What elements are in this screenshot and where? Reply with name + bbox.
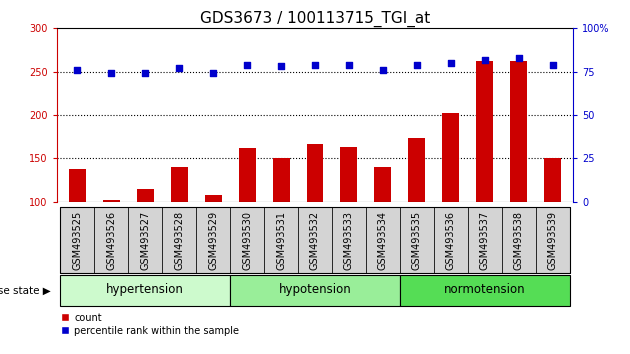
Bar bbox=[408, 138, 425, 202]
Bar bbox=[434, 207, 468, 273]
Bar bbox=[69, 169, 86, 202]
Bar bbox=[239, 148, 256, 202]
Text: GSM493532: GSM493532 bbox=[310, 210, 320, 270]
Bar bbox=[476, 61, 493, 202]
Point bbox=[344, 62, 354, 68]
Bar bbox=[536, 207, 570, 273]
Text: GSM493537: GSM493537 bbox=[480, 210, 490, 270]
Point bbox=[276, 64, 286, 69]
Text: disease state ▶: disease state ▶ bbox=[0, 285, 50, 295]
Bar bbox=[171, 167, 188, 202]
Text: GSM493527: GSM493527 bbox=[140, 210, 150, 270]
Point bbox=[242, 62, 252, 68]
Text: GSM493526: GSM493526 bbox=[106, 210, 116, 270]
Text: GSM493529: GSM493529 bbox=[208, 210, 218, 270]
Point bbox=[412, 62, 422, 68]
Legend: count, percentile rank within the sample: count, percentile rank within the sample bbox=[62, 313, 239, 336]
Text: GSM493536: GSM493536 bbox=[446, 211, 456, 269]
Point bbox=[480, 57, 490, 62]
Point bbox=[548, 62, 558, 68]
Bar bbox=[366, 207, 400, 273]
Text: hypertension: hypertension bbox=[106, 283, 184, 296]
Text: hypotension: hypotension bbox=[278, 283, 352, 296]
Point bbox=[514, 55, 524, 61]
Bar bbox=[196, 207, 230, 273]
Text: GSM493531: GSM493531 bbox=[276, 211, 286, 269]
Point bbox=[140, 70, 150, 76]
Bar bbox=[400, 275, 570, 306]
Bar bbox=[230, 207, 264, 273]
Bar bbox=[103, 200, 120, 202]
Bar bbox=[264, 207, 298, 273]
Text: GSM493539: GSM493539 bbox=[548, 211, 558, 269]
Bar bbox=[468, 207, 502, 273]
Bar bbox=[128, 207, 162, 273]
Bar bbox=[374, 167, 391, 202]
Point bbox=[208, 70, 218, 76]
Point bbox=[72, 67, 82, 73]
Text: GSM493528: GSM493528 bbox=[174, 210, 184, 270]
Bar bbox=[510, 61, 527, 202]
Point bbox=[378, 67, 388, 73]
Point bbox=[106, 70, 116, 76]
Text: GSM493535: GSM493535 bbox=[412, 210, 422, 270]
Bar bbox=[230, 275, 400, 306]
Text: GSM493525: GSM493525 bbox=[72, 210, 82, 270]
Text: GSM493533: GSM493533 bbox=[344, 211, 354, 269]
Bar bbox=[205, 195, 222, 202]
Bar bbox=[340, 147, 357, 202]
Bar bbox=[94, 207, 128, 273]
Text: normotension: normotension bbox=[444, 283, 526, 296]
Bar bbox=[502, 207, 536, 273]
Bar bbox=[162, 207, 196, 273]
Point bbox=[174, 65, 184, 71]
Point bbox=[446, 60, 456, 66]
Bar bbox=[273, 159, 290, 202]
Text: GSM493538: GSM493538 bbox=[514, 211, 524, 269]
Bar bbox=[544, 159, 561, 202]
Bar bbox=[332, 207, 366, 273]
Bar bbox=[60, 275, 230, 306]
Title: GDS3673 / 100113715_TGI_at: GDS3673 / 100113715_TGI_at bbox=[200, 11, 430, 27]
Bar bbox=[137, 189, 154, 202]
Bar bbox=[307, 144, 323, 202]
Point bbox=[310, 62, 320, 68]
Text: GSM493530: GSM493530 bbox=[242, 211, 252, 269]
Text: GSM493534: GSM493534 bbox=[378, 211, 388, 269]
Bar bbox=[298, 207, 332, 273]
Bar bbox=[400, 207, 434, 273]
Bar bbox=[442, 113, 459, 202]
Bar bbox=[60, 207, 94, 273]
